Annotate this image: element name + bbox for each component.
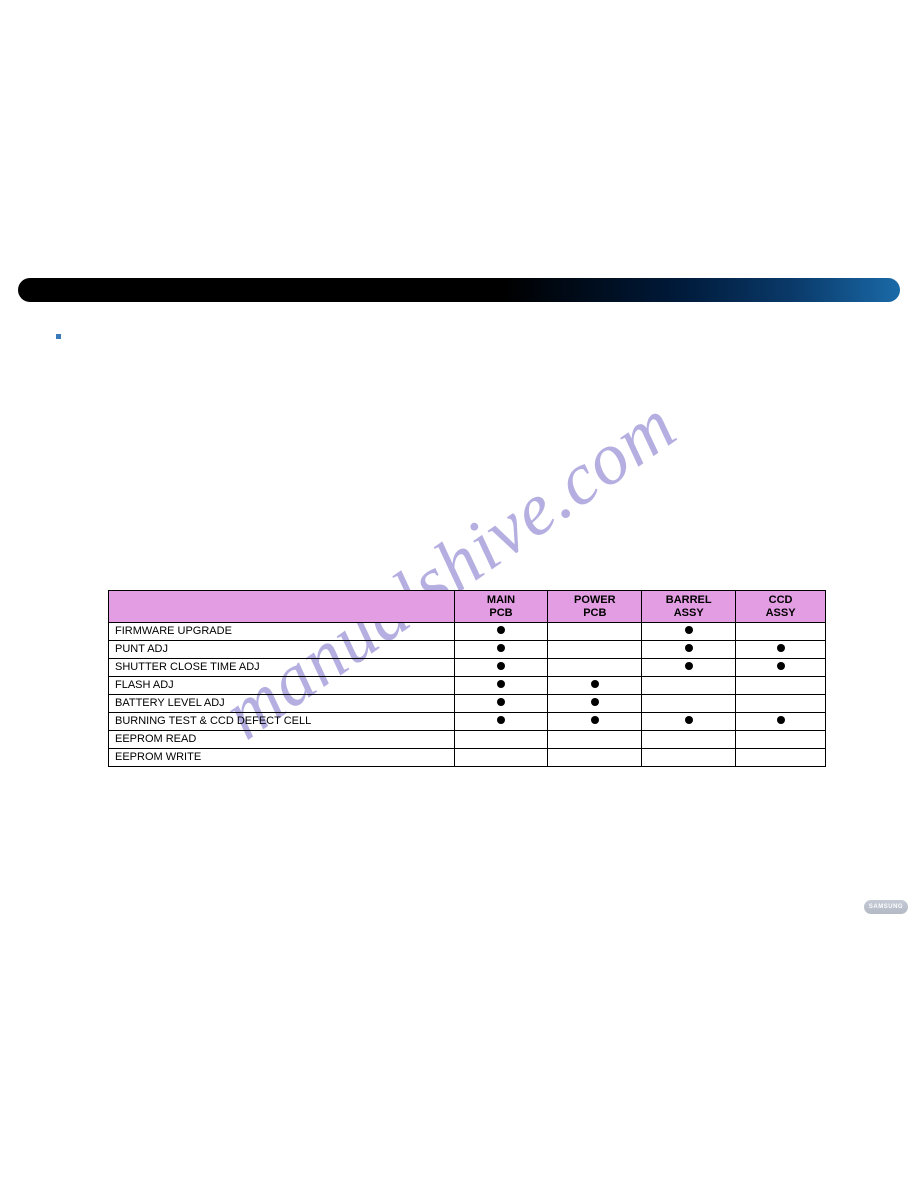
cell-barrel <box>642 641 736 659</box>
col-header-power: POWERPCB <box>548 591 642 623</box>
dot-icon <box>497 698 505 706</box>
col-header-blank <box>109 591 455 623</box>
row-label: BATTERY LEVEL ADJ <box>109 695 455 713</box>
row-label: EEPROM WRITE <box>109 749 455 767</box>
cell-main <box>454 713 548 731</box>
header-bar <box>18 278 900 302</box>
logo-pill: SAMSUNG <box>864 900 908 914</box>
cell-power <box>548 713 642 731</box>
col-header-main: MAINPCB <box>454 591 548 623</box>
table-row: BATTERY LEVEL ADJ <box>109 695 826 713</box>
cell-ccd <box>736 641 826 659</box>
row-label: BURNING TEST & CCD DEFECT CELL <box>109 713 455 731</box>
cell-barrel <box>642 623 736 641</box>
dot-icon <box>685 716 693 724</box>
cell-barrel <box>642 659 736 677</box>
cell-barrel <box>642 749 736 767</box>
row-label: SHUTTER CLOSE TIME ADJ <box>109 659 455 677</box>
cell-main <box>454 749 548 767</box>
cell-main <box>454 641 548 659</box>
row-label: EEPROM READ <box>109 731 455 749</box>
cell-power <box>548 749 642 767</box>
table-header-row: MAINPCB POWERPCB BARRELASSY CCDASSY <box>109 591 826 623</box>
dot-icon <box>591 698 599 706</box>
cell-power <box>548 695 642 713</box>
dot-icon <box>497 680 505 688</box>
row-label: FLASH ADJ <box>109 677 455 695</box>
cell-ccd <box>736 695 826 713</box>
dot-icon <box>497 626 505 634</box>
dot-icon <box>777 716 785 724</box>
table-row: FIRMWARE UPGRADE <box>109 623 826 641</box>
dot-icon <box>497 716 505 724</box>
dot-icon <box>497 644 505 652</box>
dot-icon <box>685 662 693 670</box>
cell-barrel <box>642 695 736 713</box>
cell-main <box>454 695 548 713</box>
cell-power <box>548 731 642 749</box>
table-row: EEPROM READ <box>109 731 826 749</box>
cell-ccd <box>736 749 826 767</box>
dot-icon <box>591 716 599 724</box>
cell-power <box>548 659 642 677</box>
dot-icon <box>497 662 505 670</box>
samsung-logo: SAMSUNG <box>864 900 908 914</box>
adjustment-table: MAINPCB POWERPCB BARRELASSY CCDASSY FIRM… <box>108 590 826 767</box>
table-row: EEPROM WRITE <box>109 749 826 767</box>
dot-icon <box>777 662 785 670</box>
cell-ccd <box>736 731 826 749</box>
dot-icon <box>685 626 693 634</box>
cell-barrel <box>642 677 736 695</box>
cell-barrel <box>642 731 736 749</box>
dot-icon <box>777 644 785 652</box>
table-row: PUNT ADJ <box>109 641 826 659</box>
table-row: BURNING TEST & CCD DEFECT CELL <box>109 713 826 731</box>
cell-power <box>548 641 642 659</box>
table-row: SHUTTER CLOSE TIME ADJ <box>109 659 826 677</box>
cell-main <box>454 623 548 641</box>
cell-main <box>454 731 548 749</box>
row-label: PUNT ADJ <box>109 641 455 659</box>
table-row: FLASH ADJ <box>109 677 826 695</box>
cell-power <box>548 677 642 695</box>
cell-ccd <box>736 677 826 695</box>
row-label: FIRMWARE UPGRADE <box>109 623 455 641</box>
cell-ccd <box>736 623 826 641</box>
cell-ccd <box>736 659 826 677</box>
cell-main <box>454 677 548 695</box>
cell-power <box>548 623 642 641</box>
dot-icon <box>591 680 599 688</box>
logo-text: SAMSUNG <box>869 904 903 910</box>
cell-barrel <box>642 713 736 731</box>
cell-main <box>454 659 548 677</box>
table-body: FIRMWARE UPGRADEPUNT ADJSHUTTER CLOSE TI… <box>109 623 826 767</box>
col-header-ccd: CCDASSY <box>736 591 826 623</box>
col-header-barrel: BARRELASSY <box>642 591 736 623</box>
adjustment-table-container: MAINPCB POWERPCB BARRELASSY CCDASSY FIRM… <box>108 590 826 767</box>
section-bullet <box>56 334 61 339</box>
cell-ccd <box>736 713 826 731</box>
dot-icon <box>685 644 693 652</box>
